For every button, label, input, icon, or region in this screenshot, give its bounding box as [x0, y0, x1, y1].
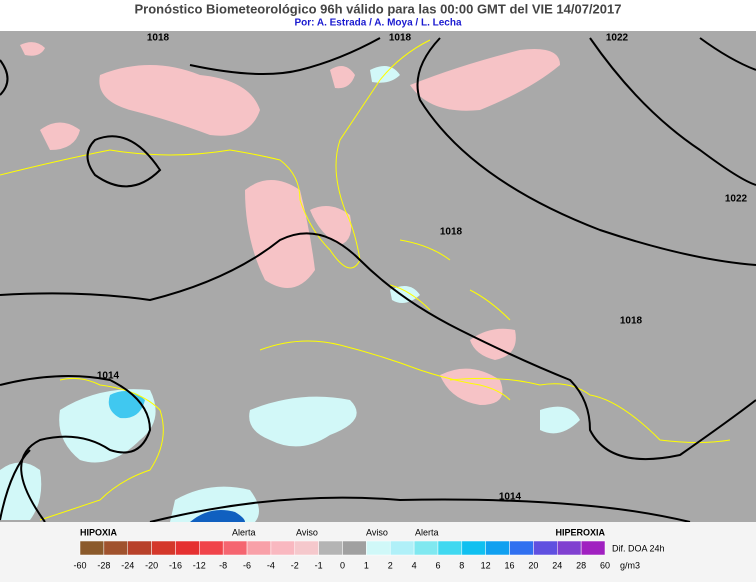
coastlines: [0, 39, 731, 521]
colorbar-tick-label: -4: [267, 560, 275, 570]
color-swatch: [437, 540, 463, 556]
isobar-label: 1018: [389, 33, 412, 44]
colorbar-tick-label: -60: [73, 560, 86, 570]
color-swatch: [580, 540, 606, 556]
color-swatch: [175, 540, 200, 556]
colorbar-tick-label: -28: [97, 560, 110, 570]
color-swatch: [222, 540, 248, 556]
colorbar-tick-label: 8: [459, 560, 464, 570]
hyperoxia-areas: [0, 66, 580, 522]
colorbar-tick-label: -2: [291, 560, 299, 570]
isobar-label: 1018: [620, 316, 643, 327]
isobar-label: 1018: [147, 33, 170, 44]
colorbar-tick-label: -6: [243, 560, 251, 570]
color-swatch: [103, 540, 128, 556]
colorbar-tick-label: 24: [552, 560, 562, 570]
isobar-label: 1022: [725, 194, 748, 205]
color-swatch: [342, 540, 367, 556]
colorbar-tick-label: 6: [435, 560, 440, 570]
colorbar-tick-label: -16: [169, 560, 182, 570]
color-swatch: [294, 540, 319, 556]
colorbar-tick-label: -12: [193, 560, 206, 570]
color-swatch: [557, 540, 582, 556]
color-swatch: [246, 540, 272, 556]
colorbar-tick-label: 16: [505, 560, 515, 570]
colorbar-tick-label: 1: [364, 560, 369, 570]
color-swatch: [270, 540, 296, 556]
colorbar-tick-label: 20: [528, 560, 538, 570]
colorbar-tick-label: 28: [576, 560, 586, 570]
isobar-label: 1014: [499, 492, 522, 503]
isobars: [0, 37, 756, 523]
colorbar: -60 -28 -24 -20 -16 -12 -8 -6 -4 -2 -1 0 1 2 4 6 8 12 16 20…: [73, 540, 610, 570]
isobar-label: 1014: [97, 371, 120, 382]
colorbar-tick-label: 4: [412, 560, 417, 570]
legend-right: HIPEROXIA: [555, 527, 605, 537]
colorbar-tick-label: -24: [121, 560, 134, 570]
legend-left: HIPOXIA: [80, 527, 118, 537]
color-swatch: [318, 540, 343, 556]
color-swatch: [485, 540, 510, 556]
colorbar-tick-label: 60: [600, 560, 610, 570]
map: [0, 31, 756, 523]
subtitle: Por: A. Estrada / A. Moya / L. Lecha: [294, 18, 462, 29]
isobar-label: 1018: [440, 227, 463, 238]
color-swatch: [533, 540, 558, 556]
color-swatch: [461, 540, 486, 556]
color-swatch: [389, 540, 415, 556]
color-swatch: [79, 540, 105, 556]
color-swatch: [151, 540, 176, 556]
legend-quantity: Dif. DOA 24h: [612, 543, 665, 553]
hyperoxia-core: [190, 509, 245, 522]
title: Pronóstico Biometeorológico 96h válido p…: [135, 1, 622, 16]
color-swatch: [199, 540, 224, 556]
legend-unit: g/m3: [620, 560, 640, 570]
level-label: Alerta: [415, 527, 439, 537]
color-swatch: [366, 540, 391, 556]
color-swatch: [509, 540, 534, 556]
level-label: Alerta: [232, 527, 256, 537]
colorbar-tick-label: -20: [145, 560, 158, 570]
color-swatch: [127, 540, 152, 556]
colorbar-tick-label: 2: [388, 560, 393, 570]
level-label: Aviso: [366, 527, 388, 537]
colorbar-tick-label: 12: [481, 560, 491, 570]
isobar-labels: 1018 1018 1022 1022 1018 1018 1014 1014: [97, 33, 748, 503]
color-swatch: [413, 540, 439, 556]
level-label: Aviso: [296, 527, 318, 537]
colorbar-tick-label: -1: [315, 560, 323, 570]
colorbar-tick-label: -8: [219, 560, 227, 570]
colorbar-tick-label: 0: [340, 560, 345, 570]
isobar-label: 1022: [606, 33, 629, 44]
